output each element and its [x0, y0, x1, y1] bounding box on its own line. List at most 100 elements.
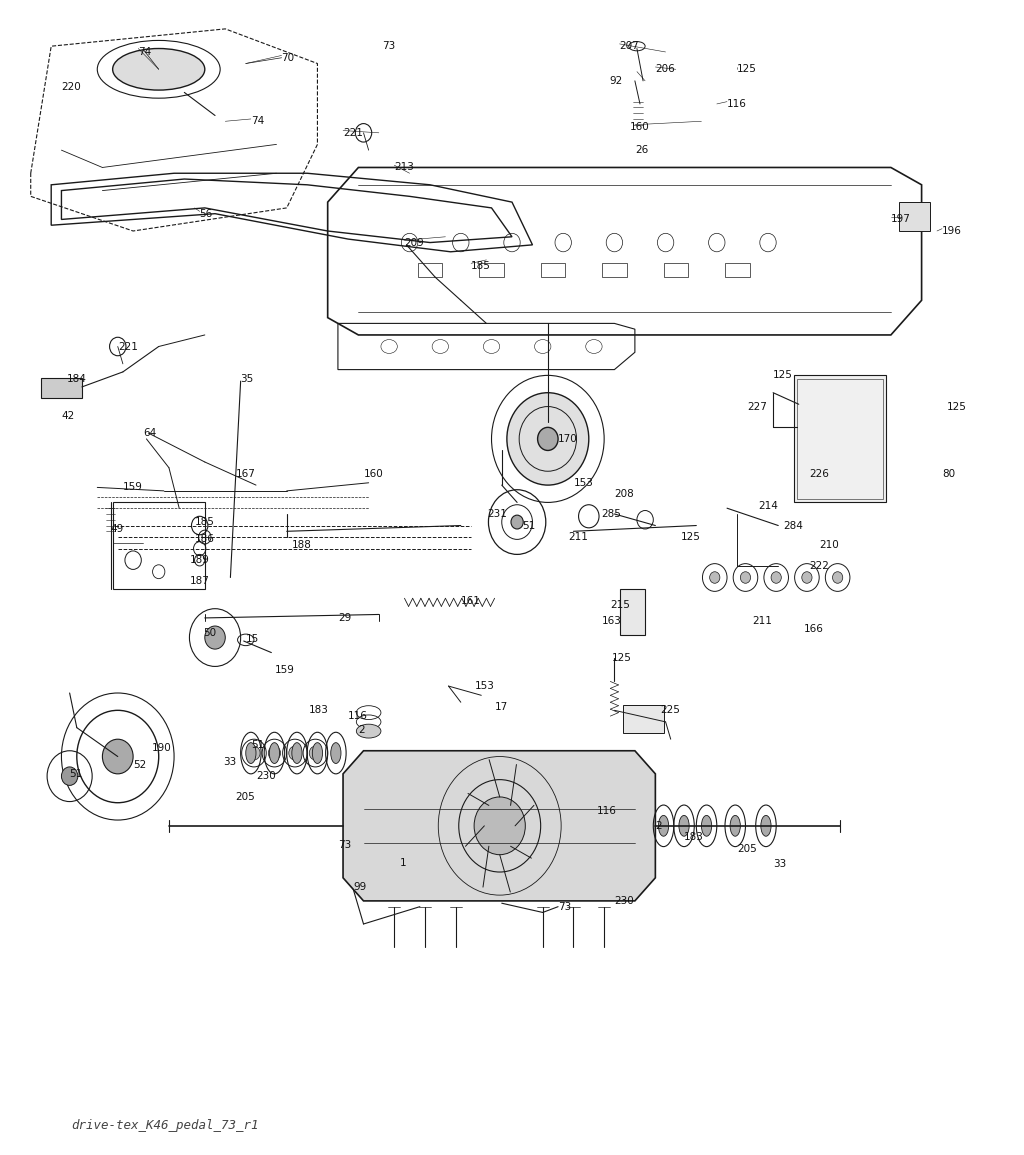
Text: 189: 189 [189, 556, 209, 565]
Text: 92: 92 [609, 76, 623, 85]
Ellipse shape [292, 743, 302, 763]
Text: 221: 221 [118, 342, 137, 351]
Text: 205: 205 [236, 792, 255, 802]
Bar [899, 202, 930, 231]
Text: 209: 209 [404, 238, 424, 247]
Text: 211: 211 [568, 532, 588, 542]
Text: 73: 73 [558, 902, 571, 911]
Text: 285: 285 [601, 509, 621, 519]
Text: 206: 206 [655, 65, 675, 74]
Circle shape [205, 626, 225, 649]
Text: 125: 125 [681, 532, 700, 542]
Text: 116: 116 [348, 711, 368, 721]
Text: 35: 35 [241, 374, 254, 383]
Text: 207: 207 [620, 42, 639, 51]
Text: 190: 190 [152, 744, 171, 753]
Text: 221: 221 [343, 128, 362, 137]
Text: 185: 185 [471, 261, 490, 270]
Text: 73: 73 [382, 42, 395, 51]
Text: 183: 183 [684, 833, 703, 842]
Bar [725, 263, 750, 277]
Text: 70: 70 [282, 53, 295, 62]
Text: 33: 33 [773, 859, 786, 869]
Text: 125: 125 [611, 654, 631, 663]
Text: 170: 170 [558, 434, 578, 444]
Text: 29: 29 [338, 613, 351, 623]
Text: 188: 188 [292, 541, 311, 550]
Ellipse shape [312, 743, 323, 763]
Text: 74: 74 [138, 47, 152, 57]
Text: 116: 116 [597, 806, 616, 815]
Text: 160: 160 [364, 469, 383, 478]
Text: 215: 215 [610, 601, 630, 610]
Text: 74: 74 [251, 117, 264, 126]
Text: 49: 49 [111, 524, 124, 534]
Circle shape [710, 572, 720, 583]
Circle shape [268, 746, 281, 760]
Text: 2: 2 [655, 821, 662, 830]
Text: 186: 186 [195, 535, 214, 544]
Text: 99: 99 [353, 882, 367, 892]
Circle shape [289, 746, 301, 760]
Text: 64: 64 [143, 429, 157, 438]
Text: 52: 52 [133, 760, 146, 769]
Text: 205: 205 [737, 844, 757, 854]
Circle shape [802, 572, 812, 583]
Text: 196: 196 [942, 226, 962, 236]
Text: 125: 125 [737, 65, 757, 74]
Circle shape [511, 515, 523, 529]
Text: 183: 183 [309, 706, 329, 715]
Polygon shape [343, 751, 655, 901]
Circle shape [309, 746, 322, 760]
Text: 208: 208 [614, 490, 634, 499]
Text: 116: 116 [727, 99, 746, 109]
Ellipse shape [701, 815, 712, 836]
Text: 163: 163 [602, 617, 622, 626]
Bar [797, 379, 883, 499]
Text: 213: 213 [394, 163, 414, 172]
Text: 167: 167 [236, 469, 255, 478]
Text: 56: 56 [200, 209, 213, 218]
Text: 26: 26 [635, 146, 648, 155]
Ellipse shape [269, 743, 280, 763]
Text: 73: 73 [338, 841, 351, 850]
Text: 125: 125 [947, 402, 967, 411]
Text: 220: 220 [61, 82, 81, 91]
Circle shape [538, 427, 558, 450]
Text: 222: 222 [809, 561, 828, 571]
Circle shape [771, 572, 781, 583]
Circle shape [507, 393, 589, 485]
Text: 284: 284 [783, 521, 803, 530]
Bar [418, 263, 442, 277]
Text: 214: 214 [758, 501, 777, 511]
Bar [602, 263, 627, 277]
Text: 160: 160 [630, 122, 649, 132]
Bar [620, 589, 645, 635]
Bar [479, 263, 504, 277]
Ellipse shape [658, 815, 669, 836]
Text: 231: 231 [487, 509, 507, 519]
Text: 15: 15 [246, 634, 259, 643]
Text: 197: 197 [891, 215, 910, 224]
Ellipse shape [761, 815, 771, 836]
Bar [664, 263, 688, 277]
Text: 226: 226 [809, 469, 828, 478]
Text: 230: 230 [614, 896, 634, 906]
Bar [541, 263, 565, 277]
Text: 33: 33 [223, 758, 237, 767]
Circle shape [102, 739, 133, 774]
Text: 51: 51 [70, 769, 83, 778]
Circle shape [474, 797, 525, 855]
Bar [623, 705, 664, 733]
Text: 185: 185 [195, 517, 214, 527]
Text: 42: 42 [61, 411, 75, 420]
Text: 153: 153 [475, 681, 495, 691]
Ellipse shape [113, 49, 205, 90]
Text: 161: 161 [461, 596, 480, 605]
Text: 2: 2 [358, 725, 365, 735]
Ellipse shape [246, 743, 256, 763]
Text: 159: 159 [123, 483, 142, 492]
Text: 80: 80 [942, 469, 955, 478]
Bar [113, 502, 205, 589]
Ellipse shape [356, 724, 381, 738]
